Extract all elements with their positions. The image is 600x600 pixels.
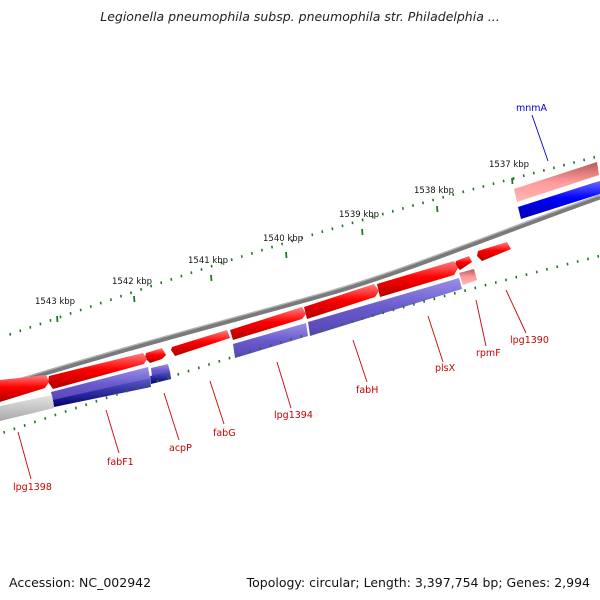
label-rpmF: rpmF bbox=[476, 348, 501, 359]
label-plsX: plsX bbox=[435, 363, 456, 374]
label-mnmA: mnmA bbox=[516, 103, 548, 114]
pointer-lpg1394 bbox=[276, 361, 292, 409]
gene-fabF1 bbox=[48, 353, 147, 389]
lpg1398-lower-segment bbox=[0, 395, 54, 421]
major-tick bbox=[361, 228, 364, 236]
kbp-label-1541: 1541 kbp bbox=[188, 256, 228, 266]
plsX-lower-segment bbox=[308, 278, 462, 336]
pointer-plsX bbox=[427, 315, 444, 363]
pointer-fabG bbox=[209, 380, 225, 425]
mnmA-gene-bar bbox=[518, 181, 600, 219]
major-tick bbox=[285, 251, 288, 259]
major-tick bbox=[56, 315, 59, 323]
gene-rpmF bbox=[455, 256, 472, 270]
accession-text: Accession: NC_002942 bbox=[9, 575, 152, 590]
pointer-fabF1 bbox=[105, 409, 120, 454]
kbp-label-1543: 1543 kbp bbox=[35, 297, 75, 307]
gene-acpP bbox=[145, 348, 166, 363]
kbp-label-1539: 1539 kbp bbox=[339, 210, 379, 220]
acpP-lower-segment bbox=[151, 364, 170, 377]
pointer-mnmA bbox=[531, 114, 549, 162]
reverse-strand-row bbox=[0, 269, 477, 421]
gene-pointer-lines bbox=[17, 114, 549, 480]
gene-labels: mnmA lpg1390 rpmF plsX fabH lpg1394 fabG… bbox=[13, 103, 549, 493]
label-fabG: fabG bbox=[213, 428, 236, 439]
rpmF-lower-segment bbox=[459, 269, 477, 285]
gene-lpg1390 bbox=[477, 242, 511, 261]
kbp-label-1538: 1538 kbp bbox=[414, 186, 454, 196]
genome-summary-text: Topology: circular; Length: 3,397,754 bp… bbox=[246, 575, 590, 590]
label-lpg1390: lpg1390 bbox=[510, 335, 549, 346]
label-lpg1394: lpg1394 bbox=[274, 410, 313, 421]
major-tick bbox=[133, 295, 136, 303]
genome-backbone-highlight bbox=[0, 194, 600, 386]
label-lpg1398: lpg1398 bbox=[13, 482, 52, 493]
gene-lpg1394 bbox=[230, 307, 306, 340]
fabF1-lower-segment bbox=[51, 367, 150, 401]
major-tick bbox=[436, 205, 439, 213]
fabF1-lower-dark bbox=[53, 378, 151, 407]
pointer-lpg1398 bbox=[17, 431, 32, 480]
map-title: Legionella pneumophila subsp. pneumophil… bbox=[100, 9, 500, 24]
kbp-label-1540: 1540 kbp bbox=[263, 234, 303, 244]
gene-plsX bbox=[377, 261, 458, 297]
major-tick-row bbox=[56, 177, 514, 323]
outer-tick-row bbox=[9, 155, 596, 336]
pointer-acpP bbox=[163, 392, 180, 441]
label-fabF1: fabF1 bbox=[107, 457, 134, 468]
gene-fabH bbox=[304, 284, 379, 319]
lpg1394-lower-segment bbox=[233, 323, 308, 358]
pointer-rpmF bbox=[475, 299, 487, 347]
mnmA-upper-segment bbox=[514, 162, 599, 202]
label-fabH: fabH bbox=[356, 385, 378, 396]
kbp-label-1537: 1537 kbp bbox=[489, 160, 529, 170]
major-tick bbox=[210, 274, 213, 282]
gene-lpg1398 bbox=[0, 375, 49, 402]
pointer-lpg1390 bbox=[505, 289, 527, 334]
forward-genes bbox=[0, 242, 511, 402]
inner-tick-row bbox=[3, 254, 600, 434]
kbp-labels: 1537 kbp 1538 kbp 1539 kbp 1540 kbp 1541… bbox=[35, 160, 529, 307]
gene-fabG bbox=[171, 330, 230, 356]
genome-backbone bbox=[0, 194, 600, 390]
acpP-lower-dark bbox=[150, 371, 171, 384]
kbp-label-1542: 1542 kbp bbox=[112, 277, 152, 287]
pointer-fabH bbox=[352, 339, 368, 383]
major-tick bbox=[511, 177, 514, 185]
label-acpP: acpP bbox=[169, 443, 192, 454]
